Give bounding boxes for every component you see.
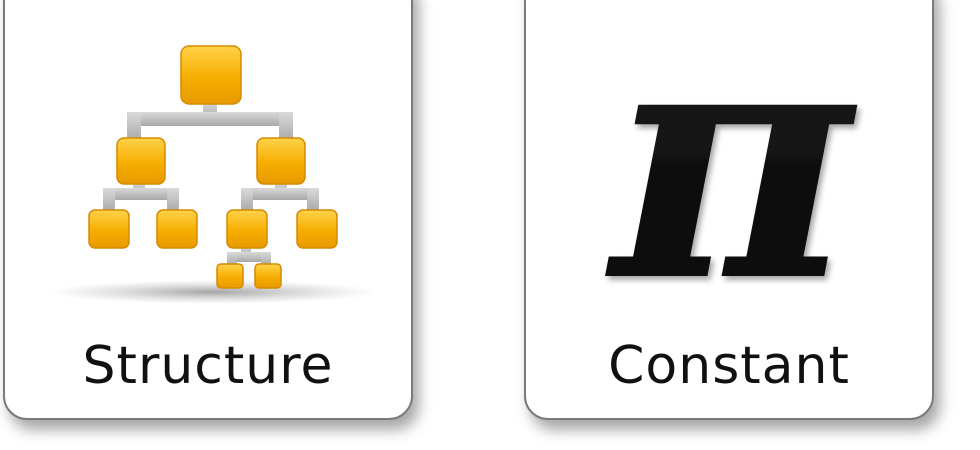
pi-glyph: π (605, 0, 858, 314)
structure-label: Structure (82, 336, 334, 396)
pi-icon: π (605, 0, 858, 314)
constant-tile[interactable]: π Constant (524, 0, 934, 420)
constant-label: Constant (608, 336, 850, 396)
org-node-root (180, 45, 242, 105)
org-chart-icon (48, 45, 378, 304)
structure-tile[interactable]: Structure (3, 0, 413, 420)
